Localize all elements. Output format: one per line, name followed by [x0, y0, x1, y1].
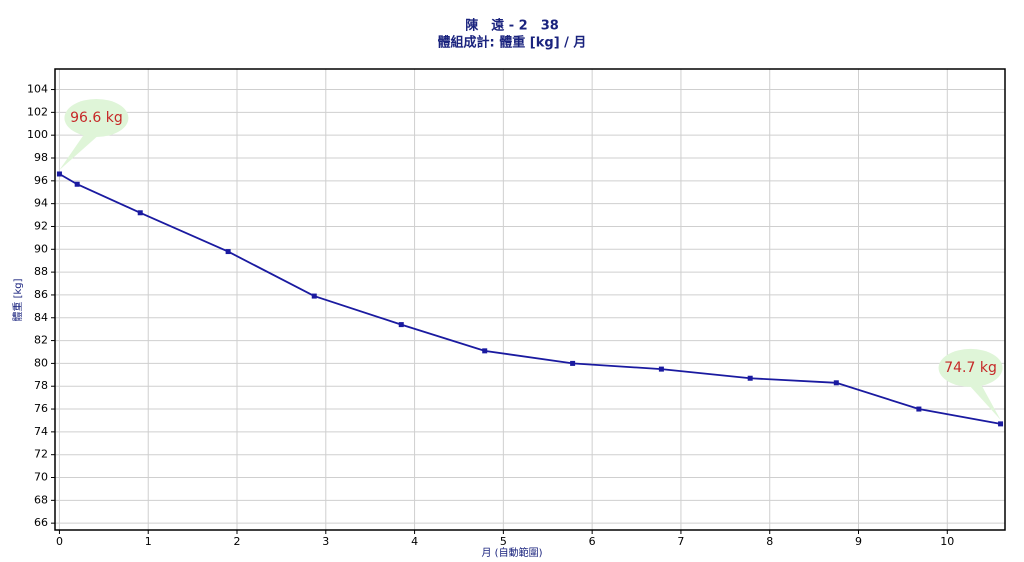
y-axis-label: 體重 [kg]	[11, 278, 24, 321]
y-tick-label: 86	[34, 288, 48, 301]
x-tick-label: 6	[589, 535, 596, 548]
x-tick-label: 3	[322, 535, 329, 548]
y-tick-label: 66	[34, 516, 48, 529]
data-point	[482, 348, 488, 354]
chart-title: 陳 遠 - 2 38	[465, 18, 559, 34]
x-tick-label: 5	[500, 535, 507, 548]
y-tick-label: 96	[34, 174, 48, 187]
data-point	[998, 421, 1004, 427]
y-tick-label: 88	[34, 265, 48, 278]
data-point	[137, 210, 143, 216]
y-tick-label: 104	[27, 83, 48, 96]
y-tick-label: 102	[27, 105, 48, 118]
chart-subtitle: 體組成計: 體重 [kg] / 月	[438, 35, 587, 51]
x-tick-label: 10	[940, 535, 954, 548]
y-tick-label: 76	[34, 402, 48, 415]
data-label: 74.7 kg	[944, 360, 997, 376]
x-tick-label: 8	[766, 535, 773, 548]
data-point	[747, 375, 753, 381]
x-tick-label: 4	[411, 535, 418, 548]
y-tick-label: 84	[34, 311, 48, 324]
y-tick-label: 74	[34, 425, 48, 438]
y-tick-label: 90	[34, 242, 48, 255]
data-point	[658, 366, 664, 372]
x-tick-label: 2	[234, 535, 241, 548]
y-tick-label: 92	[34, 219, 48, 232]
data-point	[398, 322, 404, 328]
y-tick-label: 100	[27, 128, 48, 141]
y-tick-label: 68	[34, 493, 48, 506]
callout-tail	[59, 127, 105, 170]
x-tick-label: 9	[855, 535, 862, 548]
x-tick-label: 7	[677, 535, 684, 548]
data-point	[833, 380, 839, 386]
data-point	[56, 171, 62, 177]
data-point	[570, 360, 576, 366]
callout-bubble	[938, 348, 1003, 387]
callout-tail	[962, 377, 1001, 420]
y-tick-label: 98	[34, 151, 48, 164]
plot-frame	[54, 68, 1006, 531]
y-tick-label: 82	[34, 334, 48, 347]
data-label: 96.6 kg	[70, 110, 123, 126]
y-tick-label: 80	[34, 356, 48, 369]
data-point	[916, 406, 922, 412]
y-tick-label: 72	[34, 448, 48, 461]
x-tick-label: 1	[145, 535, 152, 548]
y-tick-label: 94	[34, 197, 48, 210]
y-tick-label: 70	[34, 471, 48, 484]
x-tick-label: 0	[56, 535, 63, 548]
data-point	[225, 249, 231, 255]
data-point	[74, 181, 80, 187]
y-tick-label: 78	[34, 379, 48, 392]
data-point	[311, 293, 317, 299]
x-axis-label: 月 (自動範圍)	[482, 546, 543, 559]
callout-bubble	[64, 98, 129, 137]
